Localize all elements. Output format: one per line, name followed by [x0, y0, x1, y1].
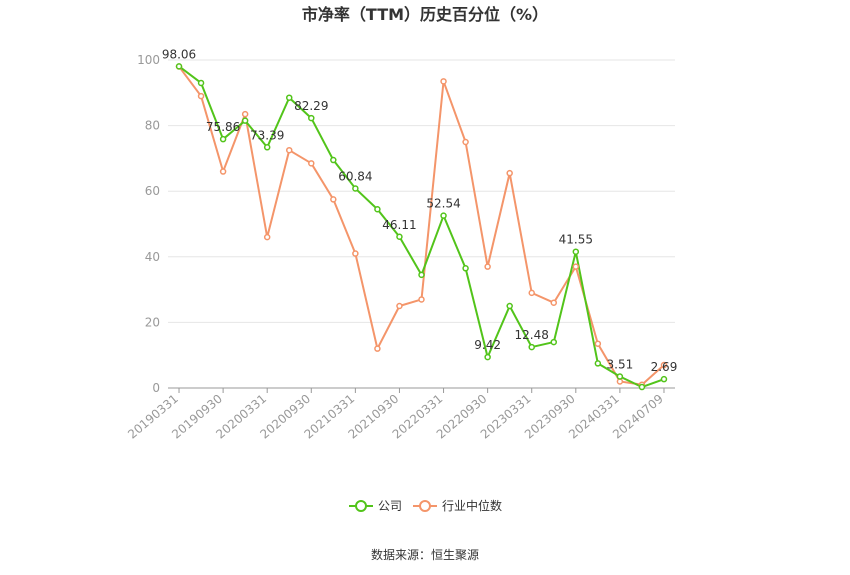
- data-point: [241, 110, 249, 118]
- data-label: 82.29: [294, 99, 328, 113]
- data-point: [440, 212, 447, 219]
- data-point: [219, 168, 227, 175]
- data-label: 52.54: [426, 197, 460, 211]
- legend-item-company[interactable]: 公司: [349, 499, 402, 513]
- legend[interactable]: 公司 行业中位数: [349, 498, 502, 513]
- series-lines: [178, 65, 665, 389]
- data-point: [241, 117, 249, 124]
- legend-marker-industry: [419, 500, 431, 512]
- data-point: [308, 114, 315, 122]
- data-point: [396, 233, 403, 241]
- data-point: [506, 169, 513, 177]
- data-point: [506, 302, 513, 310]
- data-point: [219, 135, 227, 143]
- data-point: [352, 250, 359, 257]
- data-point: [550, 299, 558, 306]
- legend-item-industry[interactable]: 行业中位数: [413, 498, 502, 513]
- series-line: [178, 65, 665, 389]
- data-point: [374, 345, 381, 352]
- y-tick-label: 0: [152, 381, 160, 395]
- data-label: 3.51: [607, 357, 634, 371]
- data-label: 2.69: [651, 360, 678, 374]
- data-label: 41.55: [559, 233, 593, 247]
- data-label: 9.42: [474, 338, 501, 352]
- data-point: [572, 263, 580, 270]
- y-tick-label: 60: [145, 184, 160, 198]
- data-point: [374, 205, 381, 213]
- data-point: [175, 63, 183, 70]
- data-point: [352, 185, 359, 192]
- legend-label-company: 公司: [378, 499, 402, 513]
- data-label: 46.11: [382, 218, 416, 232]
- data-point: [263, 233, 271, 241]
- y-tick-label: 40: [145, 250, 160, 264]
- data-point: [660, 375, 668, 383]
- data-point: [550, 338, 558, 346]
- data-point: [638, 383, 646, 391]
- legend-marker-company: [355, 500, 367, 512]
- data-label: 12.48: [515, 328, 549, 342]
- series-line: [178, 65, 665, 386]
- data-point: [528, 289, 535, 297]
- data-label: 98.06: [162, 47, 196, 61]
- data-point: [462, 138, 469, 146]
- data-point: [594, 340, 602, 347]
- data-point: [462, 265, 469, 272]
- data-point: [594, 360, 602, 367]
- data-point: [308, 160, 315, 167]
- data-point: [285, 146, 293, 154]
- y-axis: 0 20 40 60 80 100: [137, 53, 160, 395]
- data-label: 75.86: [206, 120, 240, 134]
- data-label: 73.39: [250, 128, 284, 142]
- data-label: 60.84: [338, 169, 372, 183]
- data-point: [616, 373, 624, 380]
- data-point: [330, 156, 337, 164]
- data-point: [440, 78, 447, 85]
- legend-label-industry: 行业中位数: [442, 498, 502, 513]
- grid: [168, 59, 675, 323]
- y-tick-label: 80: [145, 119, 160, 133]
- source-note: 数据来源：恒生聚源: [371, 547, 479, 562]
- data-point: [396, 302, 403, 310]
- data-point: [484, 263, 491, 270]
- data-point: [197, 92, 205, 100]
- data-point: [263, 144, 271, 151]
- y-tick-label: 100: [137, 53, 160, 67]
- data-point: [418, 271, 425, 279]
- y-tick-label: 20: [145, 315, 160, 329]
- data-labels: 98.06 75.86 73.39 82.29 60.84 46.11 52.54 9.42 1…: [162, 47, 677, 374]
- series-points: [175, 63, 668, 391]
- data-point: [572, 248, 580, 255]
- x-axis: 2019033120190930202003312020093020210331…: [125, 387, 675, 442]
- chart-title: 市净率（TTM）历史百分位（%）: [302, 5, 548, 24]
- data-point: [285, 94, 293, 101]
- data-point: [660, 361, 668, 369]
- data-point: [484, 353, 491, 361]
- data-point: [330, 196, 337, 203]
- data-point: [197, 79, 205, 87]
- data-point: [528, 343, 535, 351]
- data-point: [418, 296, 425, 303]
